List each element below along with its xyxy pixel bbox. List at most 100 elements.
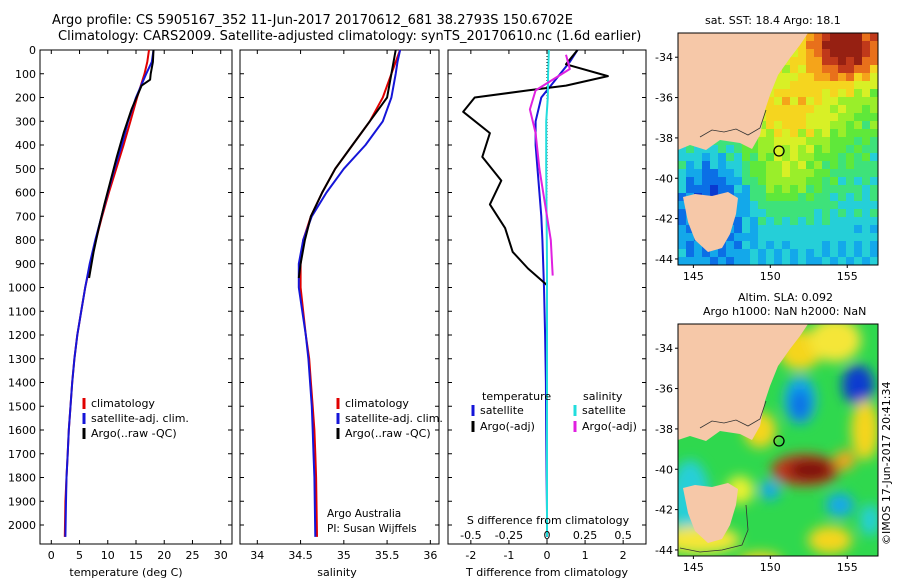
temperature-profile-chart: 0100200300400500600700800900100011001200… [8,44,233,579]
sst-cell [734,145,743,154]
sst-cell [718,169,727,178]
sst-cell [750,217,759,226]
sst-cell [782,89,791,98]
sst-cell [782,81,791,90]
sst-cell [710,153,719,162]
sst-cell [838,137,847,146]
sst-cell [830,233,839,242]
sst-cell [846,105,855,114]
sst-cell [750,241,759,250]
sst-cell [742,161,751,170]
sst-cell [790,49,799,58]
sst-cell [862,241,871,250]
sst-cell [846,161,855,170]
y-tick-label: 900 [15,258,36,271]
sst-cell [838,33,847,42]
sst-cell [822,33,831,42]
x-tick-label: 10 [101,549,115,562]
sst-map-title: sat. SST: 18.4 Argo: 18.1 [705,14,841,27]
sst-cell [790,233,799,242]
mainland-australia [678,33,808,150]
sst-cell [830,121,839,130]
sst-cell [766,129,775,138]
sst-cell [814,257,823,265]
map-y-tick-label: -34 [655,342,673,355]
sst-cell [870,81,878,90]
sst-cell [758,241,767,250]
sst-cell [798,137,807,146]
sst-cell [750,177,759,186]
sst-cell [750,185,759,194]
sst-cell [734,169,743,178]
sla-anomaly-blob [760,480,780,500]
sst-cell [862,65,871,74]
map-y-tick-label: -42 [655,504,673,517]
sst-cell [870,209,878,218]
sst-cell [806,193,815,202]
sst-cell [838,257,847,265]
sst-cell [814,81,823,90]
sst-cell [830,169,839,178]
sst-cell [718,177,727,186]
sst-cell [758,185,767,194]
sst-cell [830,49,839,58]
sst-cell [854,233,863,242]
series-line-salinity-argo-adj- [528,54,571,276]
sst-cell [838,121,847,130]
sst-cell [798,145,807,154]
sst-cell [806,65,815,74]
sst-cell [734,185,743,194]
sst-cell [854,33,863,42]
sst-cell [822,65,831,74]
sst-cell [806,81,815,90]
y-tick-label: 600 [15,187,36,200]
x-tick-label: 35 [337,549,351,562]
sst-cell [846,201,855,210]
sst-cell [838,73,847,82]
sst-cell [830,65,839,74]
sst-cell [710,257,719,265]
sst-cell [822,257,831,265]
sst-cell [678,241,687,250]
sla-anomaly-blob [788,460,832,480]
sst-cell [678,185,687,194]
sst-cell [782,209,791,218]
sst-cell [838,233,847,242]
sst-cell [862,257,871,265]
sst-cell [686,169,695,178]
sst-cell [774,249,783,258]
sst-cell [798,177,807,186]
sst-cell [846,65,855,74]
sst-cell [846,129,855,138]
sst-cell [838,249,847,258]
sst-cell [806,233,815,242]
sst-cell [870,161,878,170]
sst-cell [814,161,823,170]
sst-cell [822,41,831,50]
sst-cell [822,177,831,186]
x-tick-label: 2 [620,549,627,562]
top-axis-label: S difference from climatology [467,514,630,527]
sst-cell [870,177,878,186]
sst-cell [822,113,831,122]
tasmania [683,192,738,252]
sst-cell [806,225,815,234]
sst-cell [798,201,807,210]
sst-cell [774,105,783,114]
y-tick-label: 800 [15,234,36,247]
sst-cell [742,209,751,218]
sst-cell [814,57,823,66]
sst-cell [782,153,791,162]
sst-cell [686,233,695,242]
difference-chart: -2 -1 0 1 2 temperature salinity satellite A… [447,49,647,579]
sst-cell [798,105,807,114]
sst-cell [726,169,735,178]
sst-cell [830,145,839,154]
map-y-tick-label: -34 [655,51,673,64]
sst-cell [774,177,783,186]
sst-cell [750,225,759,234]
sst-cell [734,177,743,186]
sst-cell [870,73,878,82]
sst-cell [758,233,767,242]
plot-frame [239,49,440,545]
